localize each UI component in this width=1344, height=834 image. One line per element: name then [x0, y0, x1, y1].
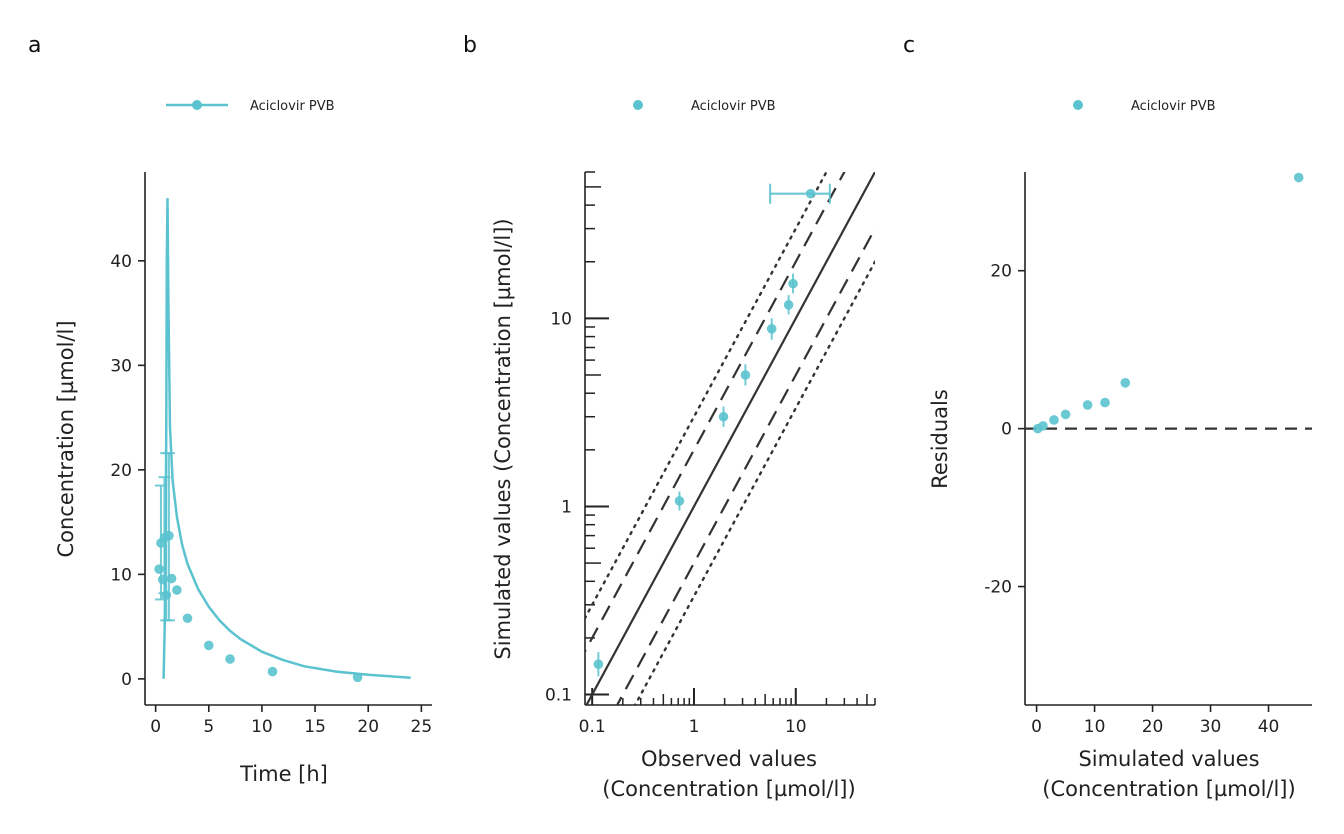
panel-a-axes: 0 5 10 15 20 25 0 10 20 30 40	[110, 172, 432, 737]
panel-a-simulated-line	[162, 198, 411, 680]
panel-a-x-tick-label: 10	[251, 717, 273, 737]
panel-c-marks	[1025, 172, 1312, 434]
panel-b-marks	[585, 172, 875, 705]
panel-b-fold-line	[615, 226, 875, 705]
panel-c-point	[1100, 397, 1110, 408]
panel-a-legend-point-key	[192, 100, 202, 110]
panel-b-point	[805, 188, 816, 199]
panel-a-observed-point	[352, 672, 363, 683]
panel-b-legend: Aciclovir PVB	[633, 99, 776, 114]
panel-c-point	[1060, 409, 1071, 420]
panel-b-x-axis-title: Observed values	[641, 747, 817, 771]
panel-a-x-tick-label: 0	[150, 717, 161, 737]
panel-c-x-tick-label: 40	[1258, 717, 1280, 737]
panel-c-point	[1049, 415, 1059, 425]
panel-a-observed-point	[172, 585, 182, 595]
panel-c-point	[1120, 378, 1131, 388]
panel-c-point	[1293, 172, 1304, 183]
panel-b-legend-point-key	[633, 100, 643, 110]
panel-a-x-tick-label: 20	[357, 717, 379, 737]
panel-a-observed-point	[161, 590, 172, 601]
panel-a-y-tick-label: 20	[110, 461, 132, 481]
panel-a-y-axis-title: Concentration [µmol/l]	[54, 320, 78, 557]
panel-a-observed-point	[225, 654, 235, 664]
panel-c-point	[1082, 400, 1093, 410]
panel-b-point	[783, 300, 794, 310]
panel-c-x-tick-label: 0	[1031, 717, 1042, 737]
panel-c-y-tick-label: 0	[1001, 420, 1012, 440]
panel-a-observed-point	[154, 564, 164, 574]
panel-a-y-tick-label: 0	[121, 670, 132, 690]
panel-a: a Aciclovir PVB 0 5 10 15 20 25 0 10 20 30 40 Time…	[28, 33, 432, 786]
panel-a-observed-point	[157, 574, 168, 585]
panel-b-letter: b	[463, 33, 477, 58]
panel-b-identity-line	[585, 172, 875, 705]
panel-c-legend-point-key	[1073, 100, 1083, 110]
panel-b-point	[766, 324, 777, 334]
panel-a-x-tick-label: 15	[304, 717, 326, 737]
panel-b-y-tick-label: 0.1	[545, 686, 572, 706]
panel-c-legend-label: Aciclovir PVB	[1131, 99, 1216, 114]
panel-a-x-tick-label: 25	[411, 717, 433, 737]
panel-b-point	[593, 659, 604, 670]
panel-c-x-tick-label: 20	[1142, 717, 1164, 737]
panel-a-observed-point	[267, 666, 278, 677]
panel-b-x-tick-label: 1	[689, 717, 700, 737]
panel-c-x-tick-label: 10	[1084, 717, 1106, 737]
panel-a-legend-label: Aciclovir PVB	[250, 99, 335, 114]
panel-c-point	[1038, 421, 1048, 431]
panel-b-axes: 0.1 1 10 0.1 1 10	[545, 171, 876, 737]
panel-c: c Aciclovir PVB 0 10 20 30 40 -20 0 20 Simulate…	[903, 33, 1312, 801]
panel-a-x-axis-title: Time [h]	[239, 762, 328, 786]
panel-c-y-tick-label: -20	[984, 578, 1012, 598]
panel-b-x-tick-label: 0.1	[579, 717, 606, 737]
panel-b-legend-label: Aciclovir PVB	[691, 99, 776, 114]
panel-a-x-tick-label: 5	[203, 717, 214, 737]
panel-b-point	[718, 411, 729, 422]
panel-a-observed-point	[182, 613, 193, 624]
panel-b: b Aciclovir PVB 0.1 1 10 0.1 1 10 Observed va…	[463, 33, 876, 801]
panel-c-y-tick-label: 20	[990, 262, 1012, 282]
panel-a-observed-point	[203, 640, 214, 651]
panel-b-fold-line	[585, 172, 846, 654]
panel-b-fold-line	[585, 172, 828, 621]
panel-c-y-axis-title: Residuals	[928, 389, 952, 489]
panel-b-y-axis-title: Simulated values (Concentration [µmol/l]…	[491, 218, 515, 659]
panel-b-point	[788, 278, 798, 289]
panel-c-x-axis-title-line2: (Concentration [µmol/l])	[1042, 777, 1295, 801]
panel-b-fold-line	[633, 259, 875, 705]
panel-b-y-tick-label: 1	[561, 497, 572, 517]
panel-b-point	[740, 370, 751, 380]
panel-a-y-tick-label: 10	[110, 565, 132, 585]
panel-b-reference-lines	[585, 172, 875, 705]
panel-c-axes: 0 10 20 30 40 -20 0 20	[984, 172, 1312, 737]
panel-b-x-tick-label: 10	[785, 717, 807, 737]
panel-b-x-axis-title-line2: (Concentration [µmol/l])	[602, 777, 855, 801]
panel-a-y-tick-label: 40	[110, 252, 132, 272]
panel-a-observed-point	[166, 573, 177, 584]
panel-a-observed-point	[164, 530, 174, 541]
panel-b-y-tick-label: 10	[550, 309, 572, 329]
panel-c-x-tick-label: 30	[1200, 717, 1222, 737]
panel-c-x-axis-title: Simulated values	[1078, 747, 1259, 771]
panel-c-letter: c	[903, 33, 915, 58]
panel-a-y-tick-label: 30	[110, 356, 132, 376]
panel-c-legend: Aciclovir PVB	[1073, 99, 1216, 114]
panel-b-point	[674, 496, 685, 506]
panel-a-marks	[154, 198, 411, 683]
panel-a-letter: a	[28, 33, 41, 58]
panel-a-legend: Aciclovir PVB	[166, 99, 335, 114]
